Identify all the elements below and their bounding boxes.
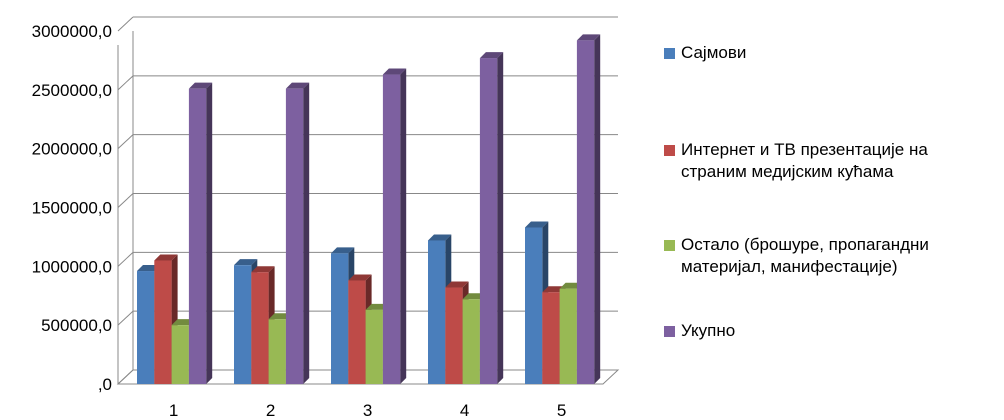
bar-side bbox=[303, 82, 310, 384]
y-tick-label: 1500000,0 bbox=[32, 199, 112, 218]
y-tick-label: 500000,0 bbox=[41, 316, 112, 335]
y-tick-label: 3000000,0 bbox=[32, 22, 112, 41]
legend-item-sajmovi: Сајмови bbox=[664, 42, 746, 64]
y-tick-label: ,0 bbox=[98, 375, 112, 394]
x-tick-label: 5 bbox=[557, 401, 566, 420]
gridline-diagonal bbox=[117, 251, 134, 267]
bar-top bbox=[445, 281, 469, 288]
bar-front bbox=[542, 292, 560, 384]
bar-front bbox=[188, 88, 207, 384]
bar-side bbox=[497, 52, 504, 385]
y-tick-label: 1000000,0 bbox=[32, 257, 112, 276]
legend-label-sajmovi: Сајмови bbox=[681, 43, 747, 62]
bar-top bbox=[251, 266, 275, 273]
legend-label-internet-tv: Интернет и ТВ презентације на страним ме… bbox=[681, 140, 928, 181]
legend-label-ukupno: Укупно bbox=[681, 321, 736, 340]
bars bbox=[137, 34, 601, 385]
x-tick-label: 3 bbox=[363, 401, 372, 420]
legend-item-ukupno: Укупно bbox=[664, 320, 735, 342]
y-tick-label: 2000000,0 bbox=[32, 140, 112, 159]
bar bbox=[382, 68, 407, 384]
bar-side bbox=[594, 34, 601, 385]
legend: Сајмови Интернет и ТВ презентације на ст… bbox=[664, 0, 1004, 420]
bar-front bbox=[251, 272, 269, 384]
gridline-diagonal bbox=[117, 134, 134, 150]
gridline-diagonal bbox=[117, 310, 134, 326]
bar-top bbox=[234, 259, 258, 266]
x-tick-label: 4 bbox=[460, 401, 469, 420]
bar-front bbox=[559, 288, 577, 384]
bar-front bbox=[479, 58, 498, 385]
bar-top bbox=[382, 68, 407, 75]
bar-front bbox=[331, 253, 349, 384]
bar-front bbox=[137, 271, 155, 384]
bar bbox=[576, 34, 601, 385]
x-axis-tick-labels: 1 2 3 4 5 bbox=[169, 401, 566, 420]
y-axis-tick-labels: 3000000,0 2500000,0 2000000,0 1500000,0 1000… bbox=[32, 22, 112, 394]
bar-front bbox=[445, 287, 463, 384]
legend-swatch-internet-tv bbox=[664, 145, 675, 156]
x-tick-label: 1 bbox=[169, 401, 178, 420]
bar-top bbox=[285, 82, 310, 89]
bar-front bbox=[462, 299, 480, 384]
bar bbox=[479, 52, 504, 385]
bar-front bbox=[171, 325, 189, 384]
bar bbox=[285, 82, 310, 384]
bar-front bbox=[365, 309, 383, 384]
bar-front bbox=[576, 40, 595, 385]
bar-top bbox=[576, 34, 601, 41]
legend-item-ostalo: Остало (брошуре, пропагандни материјал, … bbox=[664, 234, 929, 278]
bar-front bbox=[268, 319, 286, 384]
bar-side bbox=[400, 68, 407, 384]
legend-swatch-ukupno bbox=[664, 326, 675, 337]
legend-label-ostalo: Остало (брошуре, пропагандни материјал, … bbox=[681, 235, 929, 276]
bar-top bbox=[479, 52, 504, 59]
gridline-diagonal bbox=[117, 16, 134, 32]
bar-top bbox=[154, 254, 178, 261]
bar-front bbox=[382, 74, 401, 384]
bar-front bbox=[428, 240, 446, 384]
bar-top bbox=[525, 221, 549, 228]
bar-top bbox=[348, 274, 372, 281]
bar-side bbox=[206, 82, 213, 384]
bar-front bbox=[154, 260, 172, 384]
y-tick-label: 2500000,0 bbox=[32, 81, 112, 100]
bar-front bbox=[348, 280, 366, 384]
gridline-diagonal bbox=[117, 369, 134, 385]
legend-swatch-sajmovi bbox=[664, 48, 675, 59]
legend-swatch-ostalo bbox=[664, 240, 675, 251]
bar bbox=[188, 82, 213, 384]
bar-top bbox=[428, 234, 452, 241]
x-tick-label: 2 bbox=[266, 401, 275, 420]
bar-top bbox=[188, 82, 213, 89]
bar-front bbox=[234, 265, 252, 384]
gridline-diagonal bbox=[117, 75, 134, 91]
gridline-diagonal bbox=[117, 193, 134, 208]
legend-item-internet-tv: Интернет и ТВ презентације на страним ме… bbox=[664, 139, 928, 183]
bar-front bbox=[285, 88, 304, 384]
bar-front bbox=[525, 227, 543, 384]
bar-top bbox=[331, 247, 355, 254]
